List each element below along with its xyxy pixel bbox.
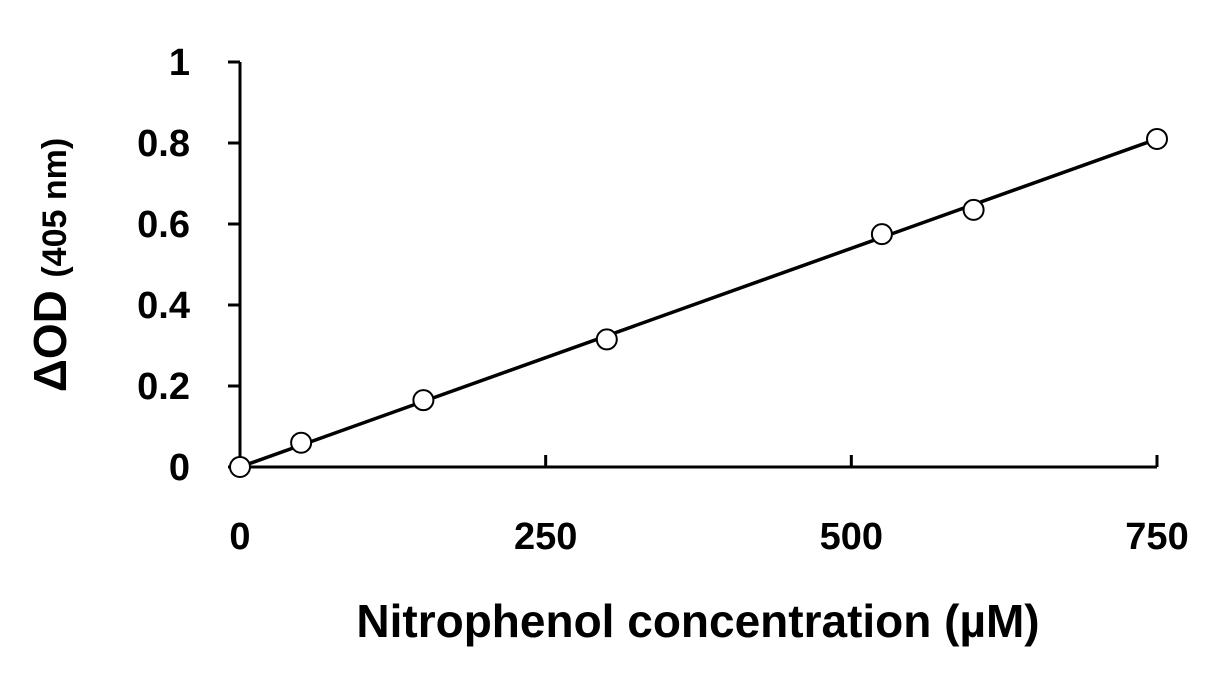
data-point [1146, 127, 1168, 150]
data-point [412, 389, 435, 412]
y-tick-label: 0.6 [137, 204, 190, 246]
trendline [239, 137, 1158, 469]
x-tick-label: 750 [1125, 516, 1188, 558]
x-axis-title: Nitrophenol concentration (µM) [356, 595, 1039, 647]
data-point [595, 328, 618, 351]
x-tick-label: 250 [514, 516, 577, 558]
ticks [228, 60, 1159, 469]
y-tick-label: 1 [169, 42, 190, 84]
trendline-segment [239, 137, 1158, 469]
axes [238, 62, 1157, 469]
tick-labels: 0 0.2 0.4 0.6 0.8 1 0 250 500 750 [137, 42, 1189, 558]
data-point [962, 198, 985, 221]
data-point [290, 431, 313, 454]
y-axis-title-main: ΔOD [24, 290, 76, 392]
y-tick-label: 0.4 [137, 285, 190, 327]
data-points [229, 127, 1168, 478]
y-tick-label: 0.8 [137, 123, 190, 165]
y-tick-label: 0 [169, 447, 190, 489]
x-tick-label: 500 [820, 516, 883, 558]
y-tick-label: 0.2 [137, 366, 190, 408]
y-axis-title: ΔOD (405 nm) [24, 138, 76, 392]
data-point [870, 223, 893, 246]
y-axis-title-sub: (405 nm) [36, 138, 74, 278]
data-point [229, 456, 251, 478]
x-tick-label: 0 [229, 516, 250, 558]
